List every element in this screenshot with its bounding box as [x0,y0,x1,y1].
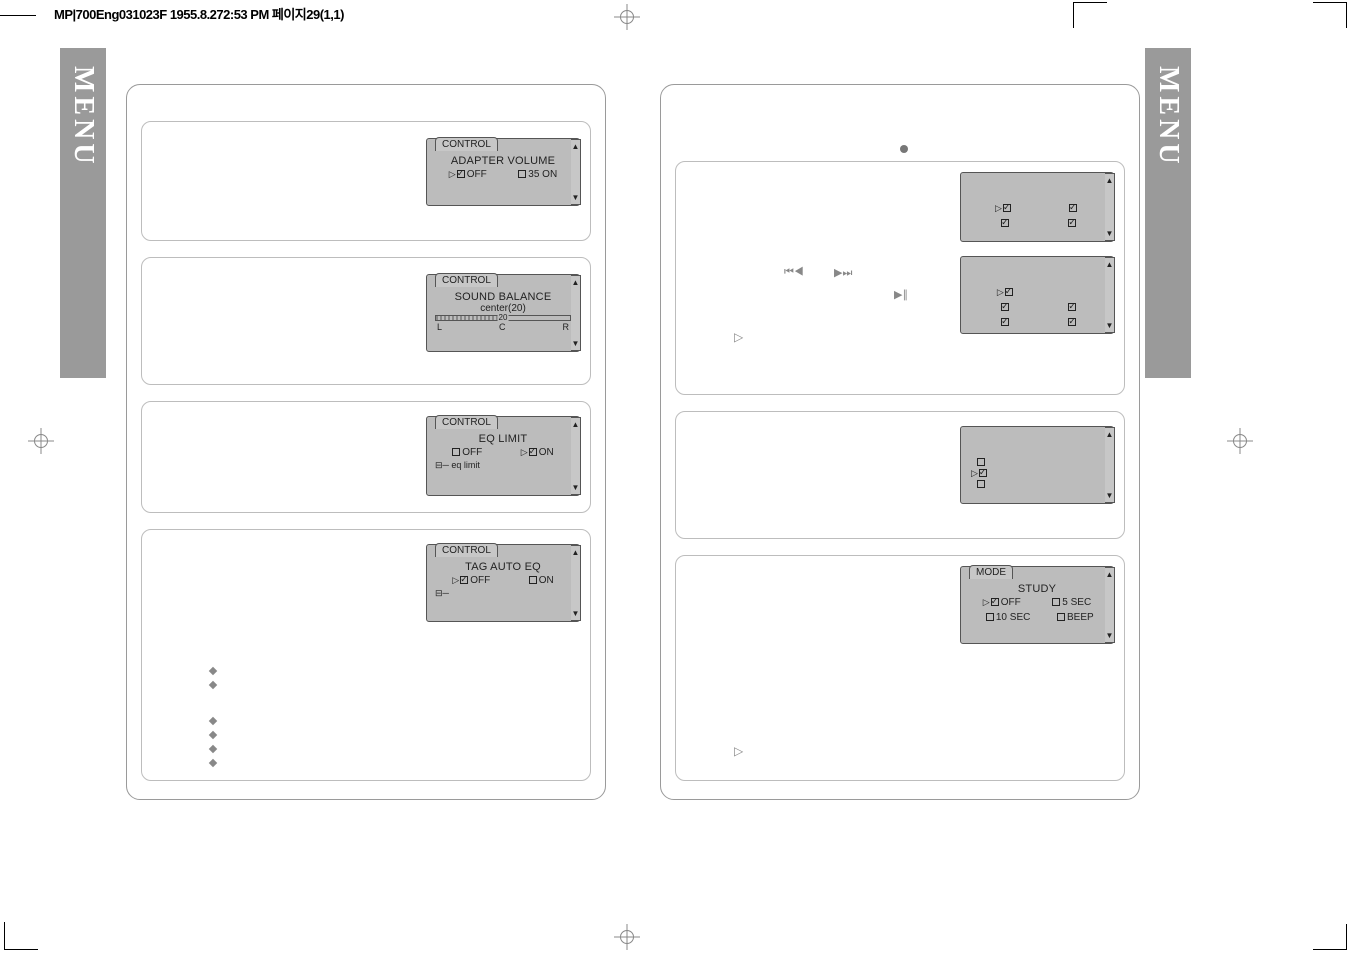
lcd-tab-control: CONTROL [435,543,498,557]
play-pause-icon: ▶∥ [894,288,908,301]
register-mark [616,926,638,948]
opt [996,218,1012,229]
opt-on: ▷ON [521,447,554,458]
lcd-generic-1: ▲▼ ▷ [960,172,1114,242]
lcd-scroll-icon: ▲▼ [1105,567,1115,643]
opt-on: ON [529,575,554,586]
dot-marker [900,145,908,153]
opt [996,302,1012,313]
opt-off: ▷OFF [449,169,487,180]
opt [1069,203,1079,214]
lcd-title: SOUND BALANCE [427,291,579,303]
opt-5sec: 5 SEC [1052,597,1091,608]
prev-icon: ⏮◀ [784,266,804,279]
lcd-scroll-icon: ▲▼ [571,417,581,495]
register-mark [616,6,638,28]
crop-corner [1313,924,1347,950]
opt: ▷ [997,287,1015,298]
section-right-1: ▲▼ ▷ ▲▼ ▷ [675,161,1125,395]
lcd-scroll-icon: ▲▼ [571,545,581,621]
page-left: CONTROL ▲▼ ADAPTER VOLUME ▷OFF 35 ON CON… [126,84,606,800]
opt-35on: 35 ON [518,169,557,180]
opt-beep: BEEP [1057,612,1094,623]
lcd-scroll-icon: ▲▼ [1105,257,1115,333]
opt: ▷ [995,203,1013,214]
lcd-generic-3: ▲▼ ▷ [960,426,1114,504]
section-tag-auto-eq: CONTROL ▲▼ TAG AUTO EQ ▷OFF ON ⊟─ [141,529,591,781]
lcd-title: EQ LIMIT [427,433,579,445]
lcd-scroll-icon: ▲▼ [1105,427,1115,503]
lcd-tab-control: CONTROL [435,415,498,429]
lcd-tab-control: CONTROL [435,137,498,151]
eq-tree: ⊟─ eq limit [427,460,579,475]
section-adapter-volume: CONTROL ▲▼ ADAPTER VOLUME ▷OFF 35 ON [141,121,591,241]
crop-mark [0,15,36,16]
opt: ▷ [971,468,1103,479]
section-eq-limit: CONTROL ▲▼ EQ LIMIT OFF ▷ON ⊟─ eq limit [141,401,591,513]
opt [996,317,1012,328]
lcd-title: STUDY [961,583,1113,595]
crop-corner [1073,2,1107,28]
register-mark [1229,430,1251,452]
lcd-generic-2: ▲▼ ▷ [960,256,1114,334]
lcd-study: MODE ▲▼ STUDY ▷OFF 5 SEC 10 SEC BEEP [960,566,1114,644]
bullet-list-top [184,665,224,693]
bullet-list-bottom [184,715,224,771]
lcd-title [961,273,1113,285]
page-right: ▲▼ ▷ ▲▼ ▷ [660,84,1140,800]
opt [971,457,1103,468]
crop-corner [4,922,38,950]
lcd-title [961,443,1113,455]
lcd-title: TAG AUTO EQ [427,561,579,573]
section-right-2: ▲▼ ▷ [675,411,1125,539]
balance-labels: LCR [427,322,579,332]
lcd-sound-balance: CONTROL ▲▼ SOUND BALANCE center(20) 20 L… [426,274,580,352]
opt [1074,287,1077,298]
opt [1068,218,1078,229]
tag-tree: ⊟─ [427,588,579,603]
section-study: MODE ▲▼ STUDY ▷OFF 5 SEC 10 SEC BEEP ▷ [675,555,1125,781]
opt [1068,317,1078,328]
lcd-scroll-icon: ▲▼ [571,139,581,205]
opt [971,479,1103,490]
lcd-eq-limit: CONTROL ▲▼ EQ LIMIT OFF ▷ON ⊟─ eq limit [426,416,580,496]
next-icon: ▶⏭ [834,266,852,280]
lcd-title: ADAPTER VOLUME [427,155,579,167]
balance-value: 20 [498,313,509,322]
register-mark [30,430,52,452]
opt-off: ▷OFF [983,597,1021,608]
menu-tab-left: MENU [60,48,106,378]
doc-header-text: MP|700Eng031023F 1955.8.272:53 PM 페이지29(… [54,4,344,23]
opt-10sec: 10 SEC [980,612,1030,623]
lcd-scroll-icon: ▲▼ [1105,173,1115,241]
menu-tab-right: MENU [1145,48,1191,378]
lcd-scroll-icon: ▲▼ [571,275,581,351]
opt-off: OFF [452,447,482,458]
folder-icon: ▷ [734,744,743,758]
lcd-tab-mode: MODE [969,565,1013,579]
crop-corner [1313,2,1347,28]
lcd-tab-control: CONTROL [435,273,498,287]
balance-slider: 20 [435,315,571,321]
section-sound-balance: CONTROL ▲▼ SOUND BALANCE center(20) 20 L… [141,257,591,385]
opt [1068,302,1078,313]
lcd-title [961,189,1113,201]
lcd-adapter-volume: CONTROL ▲▼ ADAPTER VOLUME ▷OFF 35 ON [426,138,580,206]
opt-off: ▷OFF [452,575,490,586]
folder-icon: ▷ [734,330,743,344]
lcd-tag-auto-eq: CONTROL ▲▼ TAG AUTO EQ ▷OFF ON ⊟─ [426,544,580,622]
